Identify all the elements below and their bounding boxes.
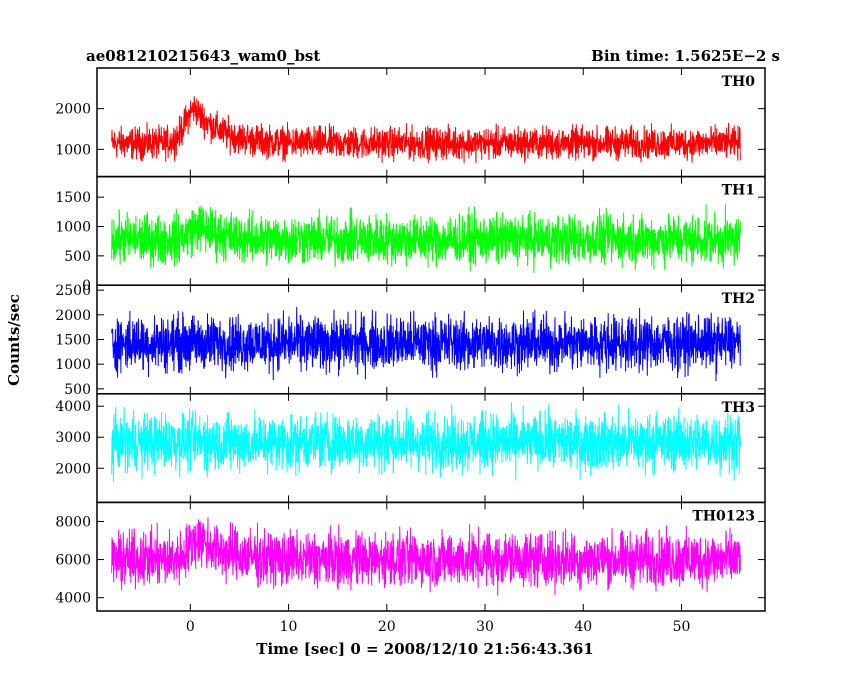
y-tick-label: 4000 — [55, 591, 91, 607]
panel-frame — [96, 67, 766, 178]
y-tick-label: 1000 — [55, 357, 91, 373]
x-tick-label: 20 — [378, 619, 396, 635]
panel-th0123: 4000 6000 8000 TH0123 — [55, 501, 766, 612]
panel-th1: 0 500 1000 1500 TH1 — [55, 175, 766, 294]
chart-title-right: Bin time: 1.5625E−2 s — [591, 47, 780, 65]
chart-title-left: ae081210215643_wam0_bst — [86, 47, 320, 65]
y-axis-label: Counts/sec — [5, 294, 23, 386]
panel-th3: 2000 3000 4000 TH3 — [55, 393, 766, 504]
y-tick-label: 2000 — [55, 308, 91, 324]
y-tick-label: 1000 — [55, 142, 91, 158]
panel-th0: 1000 2000 TH0 — [55, 67, 766, 178]
y-tick-label: 500 — [64, 382, 91, 398]
series-line-th0 — [111, 96, 741, 164]
x-axis: 0 10 20 30 40 50 — [186, 619, 691, 635]
x-tick-label: 40 — [574, 619, 592, 635]
y-tick-label: 4000 — [55, 399, 91, 415]
panel-label-th0: TH0 — [722, 74, 756, 90]
series-line-th2 — [111, 306, 741, 382]
y-tick-label: 8000 — [55, 514, 91, 530]
y-tick-label: 6000 — [55, 553, 91, 569]
y-tick-label: 2500 — [55, 283, 91, 299]
y-tick-label: 1000 — [55, 219, 91, 235]
x-tick-label: 0 — [186, 619, 195, 635]
y-tick-label: 2000 — [55, 102, 91, 118]
panel-th2: 500 1000 1500 2000 2500 TH2 — [55, 283, 766, 398]
panel-label-th1: TH1 — [722, 183, 755, 199]
panel-label-th2: TH2 — [722, 291, 755, 307]
y-tick-label: 3000 — [55, 430, 91, 446]
y-tick-label: 1500 — [55, 190, 91, 206]
x-axis-label: Time [sec] 0 = 2008/12/10 21:56:43.361 — [256, 640, 593, 658]
x-tick-label: 30 — [476, 619, 494, 635]
panel-stack: 1000 2000 TH0 0 500 1000 1500 TH1 500 1000 1500 200… — [55, 67, 766, 612]
y-tick-label: 0 — [82, 278, 91, 294]
panel-frame — [96, 501, 766, 612]
y-tick-label: 500 — [64, 249, 91, 265]
y-tick-label: 2000 — [55, 461, 91, 477]
x-tick-label: 10 — [280, 619, 298, 635]
x-tick-label: 50 — [673, 619, 691, 635]
panel-label-th3: TH3 — [722, 400, 755, 416]
series-line-th3 — [111, 402, 741, 482]
panel-label-th0123: TH0123 — [692, 508, 755, 524]
series-line-th0123 — [111, 517, 741, 596]
y-tick-label: 1500 — [55, 333, 91, 349]
series-line-th1 — [111, 204, 741, 274]
